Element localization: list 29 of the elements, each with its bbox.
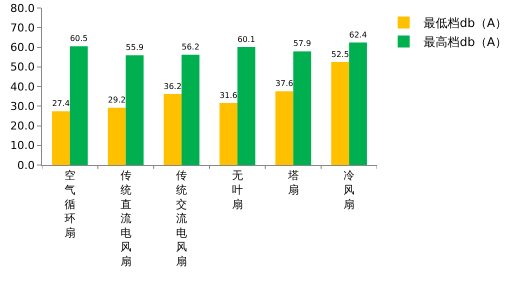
y-tick-label: 70.0	[10, 21, 35, 34]
y-tick-label: 40.0	[10, 80, 35, 94]
x-tick-label: 塔扇	[286, 169, 299, 196]
bar	[331, 62, 350, 165]
x-tick-label: 无叶扇	[232, 169, 243, 211]
bar	[70, 46, 88, 165]
bar	[52, 111, 70, 165]
legend-label: 最低档db（A）	[424, 16, 508, 30]
bar	[275, 91, 294, 165]
x-tick-label: 冷风扇	[344, 169, 355, 211]
bar	[293, 51, 312, 165]
y-tick-label: 30.0	[10, 100, 35, 113]
y-tick-label: 20.0	[10, 120, 35, 133]
x-tick-label: 传统直流电风扇	[120, 169, 132, 268]
y-tick-label: 0.0	[17, 158, 35, 172]
bar	[349, 42, 367, 165]
y-tick-label: 60.0	[10, 41, 35, 54]
x-tick-label: 空气循环扇	[64, 169, 76, 240]
bar	[164, 94, 182, 165]
bar	[237, 47, 256, 165]
y-tick-label: 50.0	[10, 60, 35, 74]
x-tick-label: 传统交流电风扇	[176, 169, 188, 268]
legend-label: 最高档db（A）	[424, 35, 508, 50]
bar	[220, 102, 238, 165]
bar	[182, 54, 200, 165]
bar	[108, 108, 126, 165]
y-tick-label: 80.0	[10, 2, 35, 15]
y-tick-label: 10.0	[10, 139, 35, 152]
bar	[126, 55, 144, 165]
